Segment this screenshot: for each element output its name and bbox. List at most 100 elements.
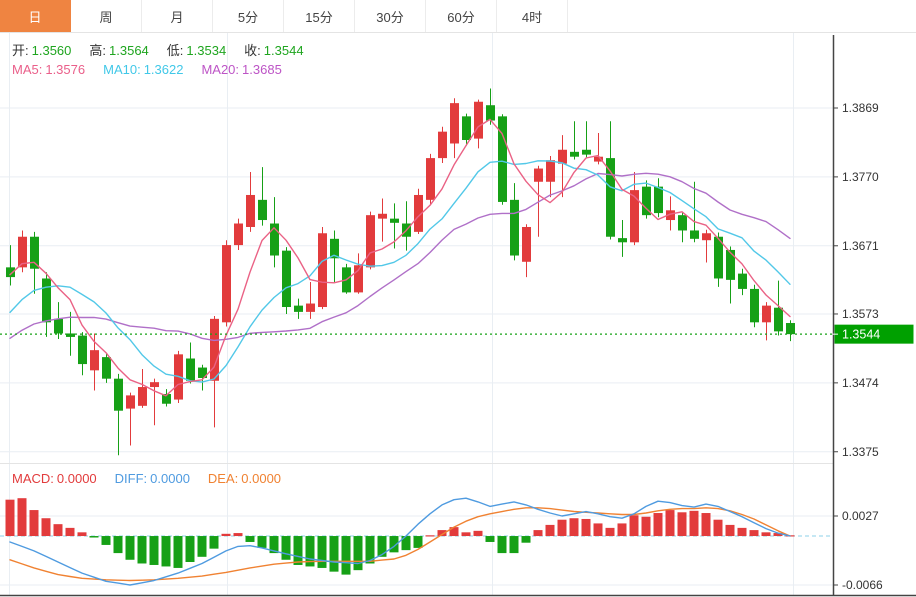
candle-body — [498, 116, 507, 202]
candle-body — [114, 378, 123, 411]
y-tick-label: 1.3573 — [842, 307, 879, 321]
candle-body — [606, 158, 615, 237]
candle-body — [546, 160, 555, 182]
candle-body — [390, 218, 399, 223]
dea-line — [9, 507, 791, 582]
candle-body — [486, 105, 495, 121]
candle-body — [354, 265, 363, 293]
macd-histogram-bar — [377, 536, 387, 557]
candle-body — [270, 223, 279, 256]
candle-body — [258, 199, 267, 221]
macd-histogram-bar — [665, 510, 675, 537]
tab-m60[interactable]: 60分 — [426, 0, 497, 32]
y-tick-label: 1.3869 — [842, 101, 879, 115]
macd-histogram-bar — [593, 523, 603, 537]
tab-month[interactable]: 月 — [142, 0, 213, 32]
candle-body — [30, 236, 39, 269]
macd-histogram-bar — [569, 518, 579, 537]
macd-histogram-bar — [185, 536, 195, 562]
macd-histogram-bar — [365, 536, 375, 564]
candle-body — [642, 186, 651, 216]
candle-body — [6, 267, 15, 278]
macd-histogram-bar — [65, 527, 75, 537]
tab-m5[interactable]: 5分 — [213, 0, 284, 32]
candle-body — [18, 236, 27, 268]
candle-body — [78, 335, 87, 365]
tab-h4[interactable]: 4时 — [497, 0, 568, 32]
macd-histogram-bar — [197, 536, 207, 557]
macd-histogram-bar — [413, 536, 423, 548]
candle-body — [246, 194, 255, 227]
macd-histogram-bar — [233, 533, 243, 537]
price-badge — [834, 324, 914, 344]
macd-histogram-bar — [161, 536, 171, 567]
candle-body — [726, 249, 735, 280]
ma20-line — [9, 172, 791, 342]
candle-body — [474, 101, 483, 139]
candle-body — [318, 233, 327, 308]
macd-histogram-bar — [257, 536, 267, 548]
interval-tabbar: 日周月 5分 15分 30分 60分 4时 — [0, 0, 916, 33]
candle-body — [138, 387, 147, 406]
macd-histogram-bar — [89, 536, 99, 538]
tab-m15[interactable]: 15分 — [284, 0, 355, 32]
macd-histogram-bar — [677, 512, 687, 537]
macd-histogram-bar — [425, 535, 435, 537]
candle-body — [594, 156, 603, 162]
candle-body — [330, 238, 339, 259]
macd-histogram-bar — [269, 536, 279, 554]
y-tick-label: 1.3375 — [842, 445, 879, 459]
macd-histogram-bar — [485, 536, 495, 542]
macd-histogram-bar — [305, 536, 315, 567]
chart-svg[interactable]: 1.3869 1.3770 1.3671 1.3573 1.3474 1.3375 0.00… — [0, 33, 916, 597]
candle-body — [762, 305, 771, 323]
candle-body — [426, 158, 435, 200]
macd-histogram-bar — [437, 530, 447, 537]
macd-histogram-bar — [449, 527, 459, 537]
tab-week[interactable]: 周 — [71, 0, 142, 32]
macd-histogram-bar — [497, 536, 507, 554]
macd-histogram-bar — [281, 536, 291, 560]
macd-histogram-bar — [17, 498, 27, 537]
candle-body — [234, 223, 243, 246]
macd-histogram-bar — [521, 536, 531, 543]
candle-body — [738, 273, 747, 289]
macd-histogram-bar — [173, 536, 183, 568]
macd-histogram-bar — [749, 530, 759, 537]
candle-body — [438, 131, 447, 159]
candle-body — [714, 236, 723, 279]
macd-histogram-bar — [137, 536, 147, 564]
y-tick-label: 1.3474 — [842, 376, 879, 390]
candle-body — [210, 318, 219, 381]
macd-histogram-bar — [221, 533, 231, 537]
candle-body — [582, 149, 591, 155]
macd-histogram-bar — [617, 523, 627, 537]
candle-body — [630, 190, 639, 243]
candle-body — [282, 250, 291, 308]
tab-m30[interactable]: 30分 — [355, 0, 426, 32]
candle-body — [90, 350, 99, 371]
macd-histogram-bar — [41, 518, 51, 537]
macd-histogram-bar — [557, 519, 567, 537]
macd-tick-label: 0.0027 — [842, 509, 879, 523]
candle-body — [42, 278, 51, 323]
candle-body — [534, 168, 543, 182]
chart-area[interactable]: 1.3869 1.3770 1.3671 1.3573 1.3474 1.3375 0.00… — [0, 33, 916, 597]
macd-histogram-bar — [713, 519, 723, 537]
candle-body — [654, 186, 663, 214]
macd-histogram-bar — [113, 536, 123, 554]
candle-body — [702, 233, 711, 241]
y-tick-label: 1.3671 — [842, 239, 879, 253]
candle-body — [414, 194, 423, 232]
candle-body — [294, 305, 303, 312]
macd-histogram-bar — [209, 536, 219, 549]
y-tick-label: 1.3770 — [842, 170, 879, 184]
macd-histogram-bar — [245, 536, 255, 542]
diff-line — [9, 497, 791, 586]
tab-day[interactable]: 日 — [0, 0, 71, 32]
candle-body — [162, 393, 171, 404]
macd-histogram-bar — [545, 524, 555, 537]
ma10-line — [9, 160, 791, 383]
macd-histogram-bar — [509, 536, 519, 554]
price-badge-label: 1.3544 — [842, 328, 880, 342]
